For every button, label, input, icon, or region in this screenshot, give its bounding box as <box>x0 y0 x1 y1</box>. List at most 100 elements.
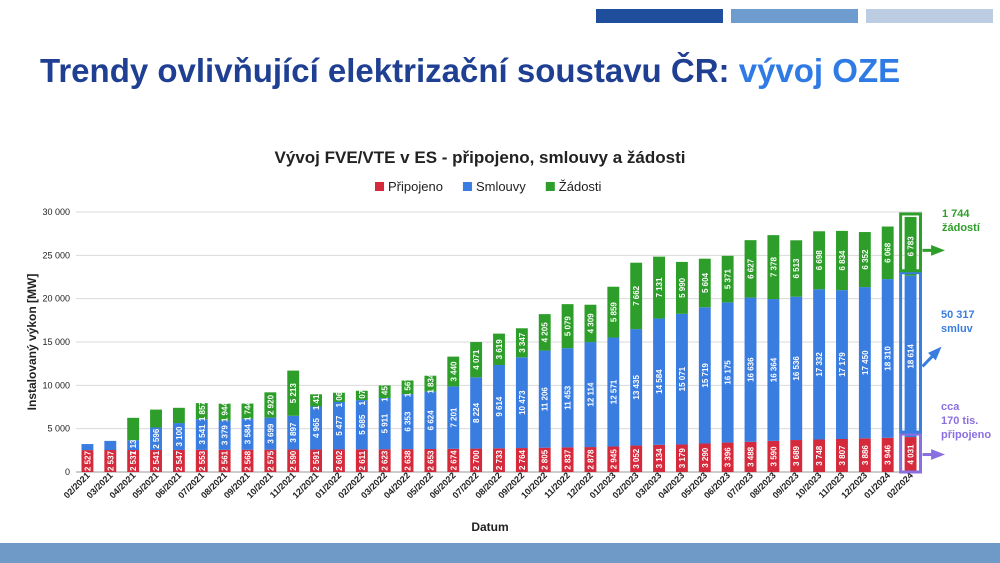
data-label: 1 744 <box>243 401 252 422</box>
data-label: 4 965 <box>312 417 321 438</box>
bar-segment <box>310 406 323 450</box>
bar-segment <box>653 318 665 445</box>
data-label: 16 175 <box>724 360 733 385</box>
bar-segment <box>744 441 757 472</box>
bar-segment <box>904 275 917 438</box>
data-label: 6 353 <box>404 411 413 432</box>
bar-segment <box>858 438 871 472</box>
stacked-bar-chart: 0 5 000 10 000 15 000 20 000 25 000 30 000 Vývo… <box>25 148 991 534</box>
data-label: 1 944 <box>221 402 230 423</box>
data-label: 8 224 <box>472 402 481 423</box>
data-label: 2 561 <box>221 450 230 471</box>
bar-segment <box>378 398 391 450</box>
data-label: 3 379 <box>221 425 230 446</box>
header-decor-bar-dark <box>596 9 723 23</box>
bar-segment <box>675 261 688 314</box>
data-label: 3 179 <box>678 448 687 469</box>
y-tick-label: 25 000 <box>42 250 70 260</box>
bar-segment <box>355 400 368 450</box>
data-label: 12 114 <box>586 382 595 407</box>
bar-segment <box>790 296 803 441</box>
data-label: 9 614 <box>495 396 504 417</box>
bar-segment <box>355 449 368 472</box>
annotation-connected-prefix: cca <box>941 401 960 413</box>
annotation-requests-label: žádostí <box>942 222 981 234</box>
data-label: 3 946 <box>884 444 893 465</box>
bar-segment <box>836 439 848 472</box>
bar-segment <box>424 391 437 450</box>
data-label: 14 584 <box>655 369 664 394</box>
bar-segment <box>538 350 551 448</box>
bar-segment <box>378 385 391 399</box>
data-label: 18 614 <box>907 344 916 369</box>
y-tick-label: 15 000 <box>42 337 70 347</box>
bar-segment <box>310 449 323 472</box>
bar-segment <box>195 449 208 472</box>
bar-segment <box>218 449 231 472</box>
data-label: 2 602 <box>335 450 344 471</box>
data-label: 12 571 <box>609 379 618 404</box>
bar-segment <box>515 357 528 449</box>
bar-segment <box>858 287 871 439</box>
bar-segment <box>127 440 140 451</box>
bar-segment <box>790 440 803 472</box>
bar-segment <box>698 443 711 472</box>
data-label: 2 527 <box>83 450 92 471</box>
bar-segment <box>104 450 117 472</box>
data-label: 5 685 <box>358 414 367 435</box>
bar-segment <box>653 256 665 319</box>
data-label: 5 213 <box>289 383 298 404</box>
data-label: 2 568 <box>243 450 252 471</box>
data-label: 10 473 <box>518 390 527 415</box>
data-label: 15 719 <box>701 363 710 388</box>
bar-segment <box>584 342 597 448</box>
bar-segment <box>584 447 597 472</box>
data-label: 3 619 <box>495 339 504 360</box>
data-label: 3 488 <box>747 446 756 467</box>
bar-segment <box>515 328 528 358</box>
bar-segment <box>378 449 391 472</box>
bar-segment <box>836 230 848 291</box>
data-label: 2 733 <box>495 450 504 471</box>
data-label: 15 071 <box>678 366 687 391</box>
bar-segment <box>241 449 254 472</box>
bar-segment <box>538 447 551 472</box>
data-label: 2 547 <box>175 450 184 471</box>
bar-segment <box>287 449 300 472</box>
bar-segment <box>904 437 917 472</box>
data-label: 3 134 <box>655 448 664 469</box>
data-label: 3 748 <box>815 445 824 466</box>
x-axis-label: Datum <box>471 520 508 534</box>
data-label: 2 878 <box>586 449 595 470</box>
bar-segment <box>424 449 437 472</box>
header-decor-bar-mid <box>731 9 858 23</box>
bar-segment <box>355 390 368 401</box>
data-label: 5 990 <box>678 277 687 298</box>
data-label: 5 477 <box>335 415 344 436</box>
bar-segment <box>881 226 894 280</box>
y-tick-label: 0 <box>65 467 70 477</box>
bar-segment <box>470 448 483 472</box>
bar-segment <box>493 448 505 472</box>
bar-segment <box>172 407 185 424</box>
bar-segment <box>858 232 871 288</box>
slide-title-accent: vývoj OZE <box>738 52 901 89</box>
bar-segment <box>218 403 231 421</box>
data-label: 3 897 <box>289 422 298 443</box>
legend-swatch <box>545 182 555 191</box>
bar-segment <box>881 279 894 438</box>
bar-segment <box>767 440 780 472</box>
data-label: 16 364 <box>769 357 778 382</box>
bar-segment <box>150 409 162 428</box>
data-label: 1 457 <box>381 381 390 402</box>
bar-segment <box>493 364 505 449</box>
data-label: 2 590 <box>289 450 298 471</box>
bar-segment <box>744 240 757 298</box>
data-label: 5 371 <box>724 269 733 290</box>
data-label: 3 396 <box>724 447 733 468</box>
data-label: 2 611 <box>358 450 367 470</box>
bar-segment <box>561 447 574 472</box>
data-label: 2 805 <box>541 449 550 470</box>
data-label: 6 352 <box>861 249 870 270</box>
data-label: 6 513 <box>792 258 801 279</box>
